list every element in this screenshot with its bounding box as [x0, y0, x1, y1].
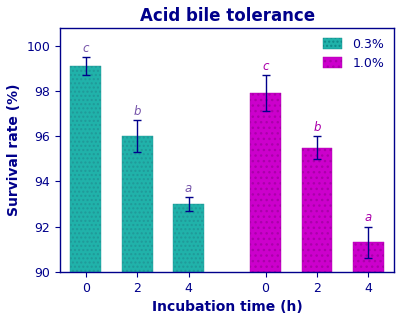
- Bar: [70, 66, 101, 272]
- Title: Acid bile tolerance: Acid bile tolerance: [140, 7, 315, 25]
- Bar: [353, 242, 384, 272]
- Text: c: c: [83, 41, 89, 55]
- Bar: [122, 136, 152, 272]
- Text: b: b: [313, 121, 321, 134]
- Bar: [302, 148, 332, 272]
- Legend: 0.3%, 1.0%: 0.3%, 1.0%: [320, 34, 388, 74]
- Y-axis label: Survival rate (%): Survival rate (%): [7, 83, 21, 216]
- Bar: [250, 93, 281, 272]
- Text: a: a: [365, 211, 372, 224]
- Text: a: a: [185, 182, 192, 195]
- Bar: [173, 204, 204, 272]
- Text: b: b: [134, 105, 141, 118]
- X-axis label: Incubation time (h): Incubation time (h): [152, 300, 302, 314]
- Text: c: c: [262, 60, 269, 73]
